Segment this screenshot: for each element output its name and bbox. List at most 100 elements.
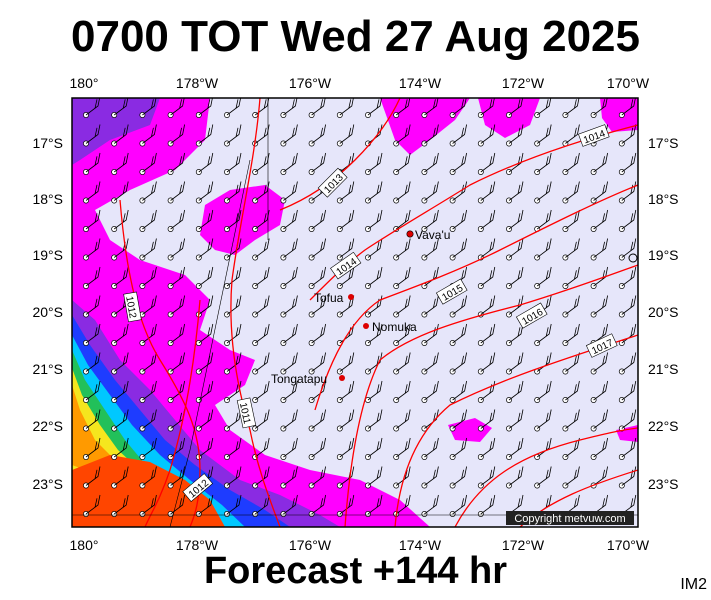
wind-barb <box>198 124 214 144</box>
wind-barb <box>621 323 637 344</box>
wind-barb <box>480 295 496 315</box>
island-tofua: Tofua <box>314 291 354 305</box>
wind-barb <box>536 152 552 173</box>
wind-barb <box>254 466 270 486</box>
wind-barb <box>170 209 185 230</box>
wind-barb <box>85 494 101 515</box>
wind-barb <box>311 152 326 173</box>
wind-barb <box>424 152 439 173</box>
wind-barb <box>480 266 496 287</box>
wind-barb <box>395 466 411 486</box>
wind-barb <box>424 466 439 486</box>
wind-barb <box>508 466 524 486</box>
wind-barb <box>593 238 608 258</box>
wind-barb <box>424 98 439 116</box>
wind-barb <box>283 124 298 144</box>
wind-barb <box>198 437 214 458</box>
wind-barb <box>283 466 298 486</box>
wind-barb <box>113 380 129 401</box>
lon-label: 170°W <box>607 75 650 91</box>
lat-label: 22°S <box>648 418 679 434</box>
wind-barb <box>85 295 101 315</box>
wind-barb <box>395 352 411 372</box>
wind-barb <box>593 181 608 201</box>
wind-barb <box>367 466 383 486</box>
wind-barb <box>85 181 101 201</box>
wind-barb <box>339 266 355 287</box>
wind-barb <box>621 238 637 258</box>
wind-barb <box>198 209 214 230</box>
wind-barb <box>565 437 580 458</box>
wind-barb <box>311 323 326 344</box>
wind-barb <box>311 352 326 372</box>
wind-barb <box>395 295 411 315</box>
wind-barb <box>142 181 157 201</box>
wind-barb <box>85 238 101 258</box>
wind-barb <box>198 238 214 258</box>
wind-barb <box>198 380 214 401</box>
wind-barb <box>283 352 298 372</box>
wind-barb <box>142 295 157 315</box>
map-title: 0700 TOT Wed 27 Aug 2025 <box>71 12 640 61</box>
wind-barb <box>621 266 637 287</box>
wind-barb <box>170 352 185 372</box>
wind-barb <box>226 266 242 287</box>
wind-barb <box>367 152 383 173</box>
wind-barb <box>480 181 496 201</box>
wind-barb <box>395 124 411 144</box>
wind-barb <box>226 209 242 230</box>
wind-barb <box>170 466 185 486</box>
wind-barb <box>593 437 608 458</box>
wind-barb <box>565 266 580 287</box>
wind-barb <box>395 380 411 401</box>
wind-barb <box>283 323 298 344</box>
wind-barb <box>480 124 496 144</box>
wind-barb <box>508 409 524 429</box>
wind-barb <box>85 323 101 344</box>
wind-barb <box>254 380 270 401</box>
wind-barb <box>283 209 298 230</box>
wind-barb <box>395 181 411 201</box>
wind-barb <box>254 124 270 144</box>
lat-label: 17°S <box>32 135 63 151</box>
wind-barb <box>621 152 637 173</box>
wind-barb <box>311 238 326 258</box>
wind-barb <box>198 266 214 287</box>
wind-barb <box>565 380 580 401</box>
lon-label: 180° <box>70 75 99 91</box>
wind-barb <box>198 295 214 315</box>
wind-barb <box>283 494 298 515</box>
wind-barb <box>85 98 101 116</box>
lon-label: 174°W <box>399 75 442 91</box>
wind-barb <box>452 466 467 486</box>
wind-barb <box>424 124 439 144</box>
wind-barb <box>452 98 467 116</box>
wind-barb <box>254 323 270 344</box>
lon-label: 178°W <box>176 75 219 91</box>
wind-barb <box>170 152 185 173</box>
wind-barb <box>480 238 496 258</box>
wind-barb <box>424 209 439 230</box>
wind-barb <box>452 152 467 173</box>
wind-barb <box>311 295 326 315</box>
wind-shading-magenta-patch <box>478 98 540 138</box>
wind-barb <box>283 181 298 201</box>
wind-barb <box>198 494 214 515</box>
wind-barb <box>565 295 580 315</box>
wind-barb <box>339 494 355 515</box>
wind-barb <box>395 409 411 429</box>
wind-barb <box>283 266 298 287</box>
wind-barb <box>198 98 213 116</box>
wind-barb <box>142 437 157 458</box>
wind-barb <box>452 409 467 429</box>
wind-shading-red-orange <box>72 455 225 527</box>
lat-label: 18°S <box>32 191 63 207</box>
lon-label: 170°W <box>607 537 650 553</box>
wind-barb <box>424 323 439 344</box>
wind-barb <box>311 437 326 458</box>
wind-barb <box>226 98 242 116</box>
wind-barb <box>480 152 496 173</box>
isobar-line <box>279 98 401 211</box>
isobar-label: 1011 <box>237 402 252 426</box>
